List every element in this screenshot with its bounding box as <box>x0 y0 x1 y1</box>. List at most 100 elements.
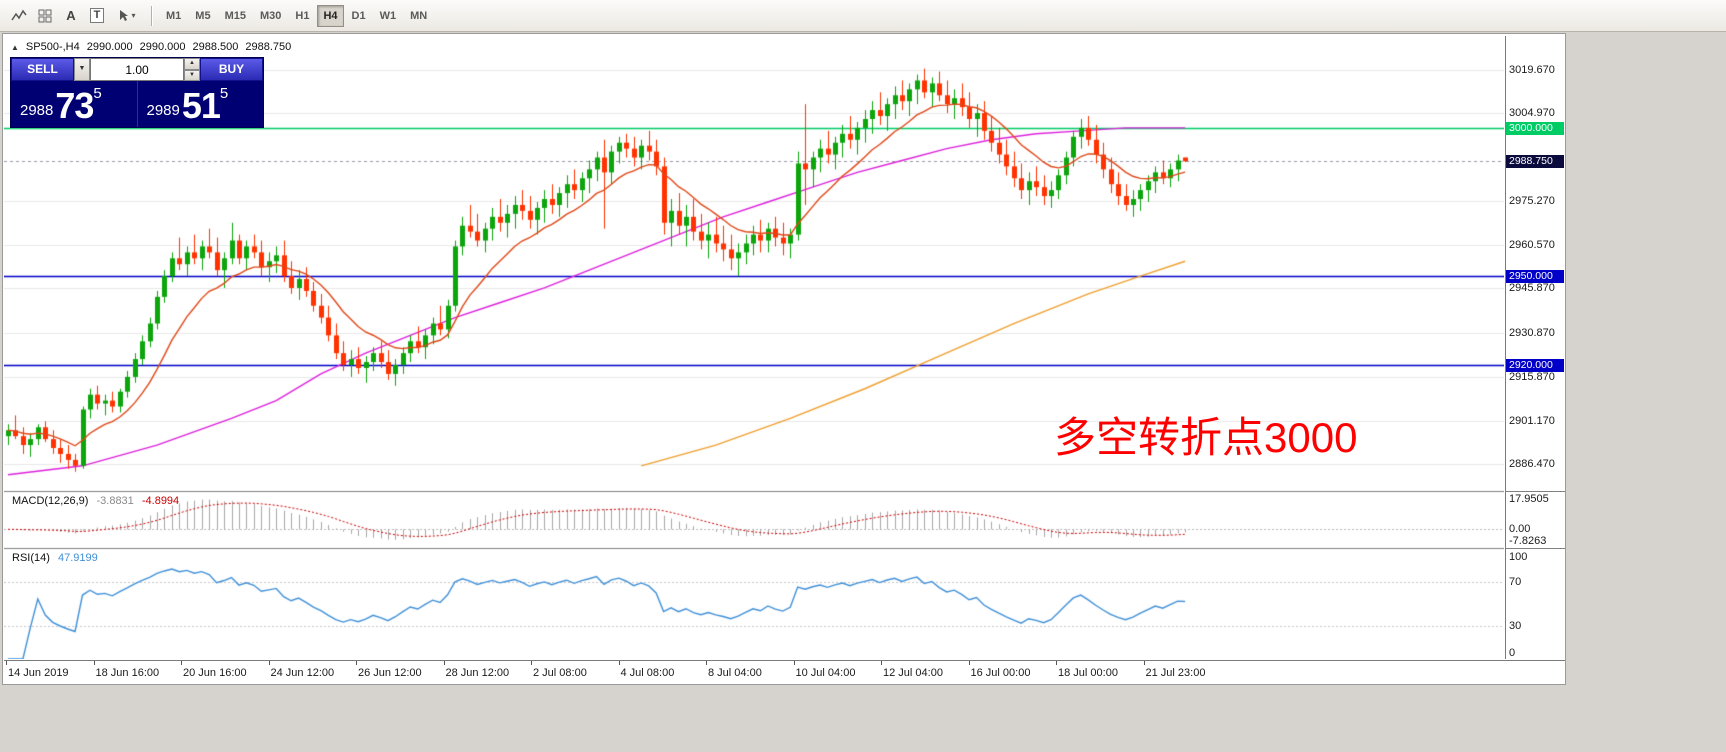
time-axis-label: 8 Jul 04:00 <box>708 667 762 679</box>
plot-region: ▲ SP500-,H4 2990.000 2990.000 2988.500 2… <box>4 36 1504 659</box>
time-axis-label: 2 Jul 08:00 <box>533 667 587 679</box>
cursor-tool-icon[interactable]: ▾ <box>110 5 144 27</box>
time-axis-label: 21 Jul 23:00 <box>1145 667 1206 679</box>
rsi-axis-label: 100 <box>1509 551 1528 563</box>
ohlc-open: 2990.000 <box>86 41 133 53</box>
chart-symbol-period: SP500-,H4 <box>25 41 80 53</box>
sell-button[interactable]: SELL <box>11 58 74 81</box>
time-axis-tick <box>618 661 620 665</box>
main-chart-canvas[interactable] <box>4 36 1504 659</box>
hline-price-tag: 3000.000 <box>1506 121 1564 135</box>
text-label-icon[interactable]: A <box>58 5 84 27</box>
time-axis-label: 28 Jun 12:00 <box>445 667 510 679</box>
time-axis-tick <box>706 661 707 665</box>
bid-ask-row: 2988 73 5 2989 51 5 <box>11 81 263 127</box>
time-axis-tick <box>93 661 95 665</box>
price-axis-label: 2960.570 <box>1509 238 1555 251</box>
timeframe-toolbar: M1 M5 M15 M30 H1 H4 D1 W1 MN <box>159 4 434 27</box>
price-axis-label: 3004.970 <box>1509 107 1555 120</box>
timeframe-button-m1[interactable]: M1 <box>166 9 182 22</box>
time-axis-tick <box>268 661 270 665</box>
time-axis-label: 24 Jun 12:00 <box>270 667 335 679</box>
price-axis-label: 2975.270 <box>1509 195 1555 208</box>
rsi-axis-label: 70 <box>1509 576 1522 588</box>
bid-pip-digit: 5 <box>93 85 102 102</box>
price-axis-label: 2901.170 <box>1509 414 1555 427</box>
text-label-glyph: A <box>66 8 76 23</box>
buy-button[interactable]: BUY <box>200 58 263 81</box>
time-axis-tick <box>6 661 7 665</box>
volume-step-up-icon[interactable]: ▲ <box>184 58 200 70</box>
macd-axis-label: 17.9505 <box>1509 493 1549 505</box>
price-scale[interactable]: 3019.670 3004.970 2975.270 2960.570 2945.870… <box>1505 36 1565 659</box>
cursor-arrow-icon <box>120 10 129 21</box>
rsi-axis-label: 0 <box>1509 647 1516 659</box>
time-axis-label: 12 Jul 04:00 <box>883 667 943 679</box>
timeframe-button-m5[interactable]: M5 <box>195 9 211 22</box>
rsi-value: 47.9199 <box>57 552 98 564</box>
objects-grid-icon[interactable] <box>32 5 58 27</box>
expand-icon[interactable]: ▲ <box>11 42 19 52</box>
bid-quote[interactable]: 2988 73 5 <box>11 81 137 127</box>
ask-quote[interactable]: 2989 51 5 <box>136 81 264 127</box>
panel-divider <box>1506 491 1565 492</box>
macd-signal-value: -4.8994 <box>141 495 180 507</box>
volume-stepper: ▲ ▼ <box>184 58 200 81</box>
ask-prefix: 2989 <box>146 102 180 119</box>
time-axis[interactable]: 14 Jun 2019 18 Jun 16:00 20 Jun 16:00 24 Ju… <box>4 660 1565 684</box>
chart-annotation: 多空转折点3000 <box>1054 414 1358 461</box>
timeframe-button-m30[interactable]: M30 <box>259 9 282 22</box>
time-axis-label: 16 Jul 00:00 <box>970 667 1031 679</box>
time-axis-tick <box>181 661 182 665</box>
ohlc-high: 2990.000 <box>139 41 186 53</box>
text-box-glyph: T <box>89 8 105 23</box>
time-axis-label: 18 Jul 00:00 <box>1058 667 1118 679</box>
ask-pip-digit: 5 <box>219 85 229 102</box>
time-axis-tick <box>968 661 970 665</box>
indicators-icon[interactable] <box>6 5 32 27</box>
timeframe-button-mn[interactable]: MN <box>410 9 428 22</box>
macd-info-line: MACD(12,26,9) -3.8831 -4.8994 <box>12 495 184 507</box>
volume-step-down-icon[interactable]: ▼ <box>184 69 200 81</box>
price-axis-label: 2915.870 <box>1509 371 1555 384</box>
timeframe-button-h4[interactable]: H4 <box>317 4 344 27</box>
ohlc-close: 2988.750 <box>245 41 292 53</box>
time-axis-label: 18 Jun 16:00 <box>95 667 160 679</box>
timeframe-button-h1[interactable]: H1 <box>295 9 310 22</box>
cursor-dropdown-caret: ▾ <box>131 11 136 20</box>
macd-label: MACD(12,26,9) <box>12 495 89 507</box>
volume-input[interactable] <box>90 58 184 81</box>
one-click-trading-panel: SELL ▼ ▲ ▼ BUY 2988 73 5 <box>10 57 264 128</box>
current-price-tag: 2988.750 <box>1506 155 1564 169</box>
time-axis-label: 4 Jul 08:00 <box>620 667 675 679</box>
trade-controls-row: SELL ▼ ▲ ▼ BUY <box>11 58 263 81</box>
time-axis-tick <box>356 661 357 665</box>
bid-prefix: 2988 <box>20 102 54 119</box>
time-axis-label: 20 Jun 16:00 <box>183 667 247 679</box>
time-axis-label: 26 Jun 12:00 <box>358 667 422 679</box>
price-axis-label: 3019.670 <box>1509 63 1555 76</box>
toolbar: A T ▾ M1 M5 M15 M30 H1 H4 D1 W1 MN <box>0 0 1726 32</box>
volume-dropdown-icon[interactable]: ▼ <box>74 58 90 81</box>
macd-axis-label: -7.8263 <box>1509 535 1547 547</box>
price-axis-label: 2945.870 <box>1509 282 1555 295</box>
time-axis-label: 14 Jun 2019 <box>8 667 69 679</box>
time-axis-tick <box>793 661 795 665</box>
timeframe-button-w1[interactable]: W1 <box>379 9 397 22</box>
timeframe-button-d1[interactable]: D1 <box>351 9 366 22</box>
timeframe-button-m15[interactable]: M15 <box>224 9 246 22</box>
text-box-icon[interactable]: T <box>84 5 110 27</box>
chart-window: ▲ SP500-,H4 2990.000 2990.000 2988.500 2… <box>2 33 1566 685</box>
time-axis-tick <box>531 661 532 665</box>
bid-big-digits: 73 <box>55 85 94 126</box>
time-axis-label: 10 Jul 04:00 <box>795 667 856 679</box>
time-axis-tick <box>881 661 882 665</box>
rsi-info-line: RSI(14) 47.9199 <box>12 552 103 564</box>
ask-big-digits: 51 <box>181 85 221 126</box>
ohlc-low: 2988.500 <box>192 41 239 53</box>
time-axis-tick <box>1056 661 1057 665</box>
time-axis-tick <box>443 661 445 665</box>
chart-info-line: ▲ SP500-,H4 2990.000 2990.000 2988.500 2… <box>11 41 291 53</box>
macd-axis-label: 0.00 <box>1509 523 1531 536</box>
